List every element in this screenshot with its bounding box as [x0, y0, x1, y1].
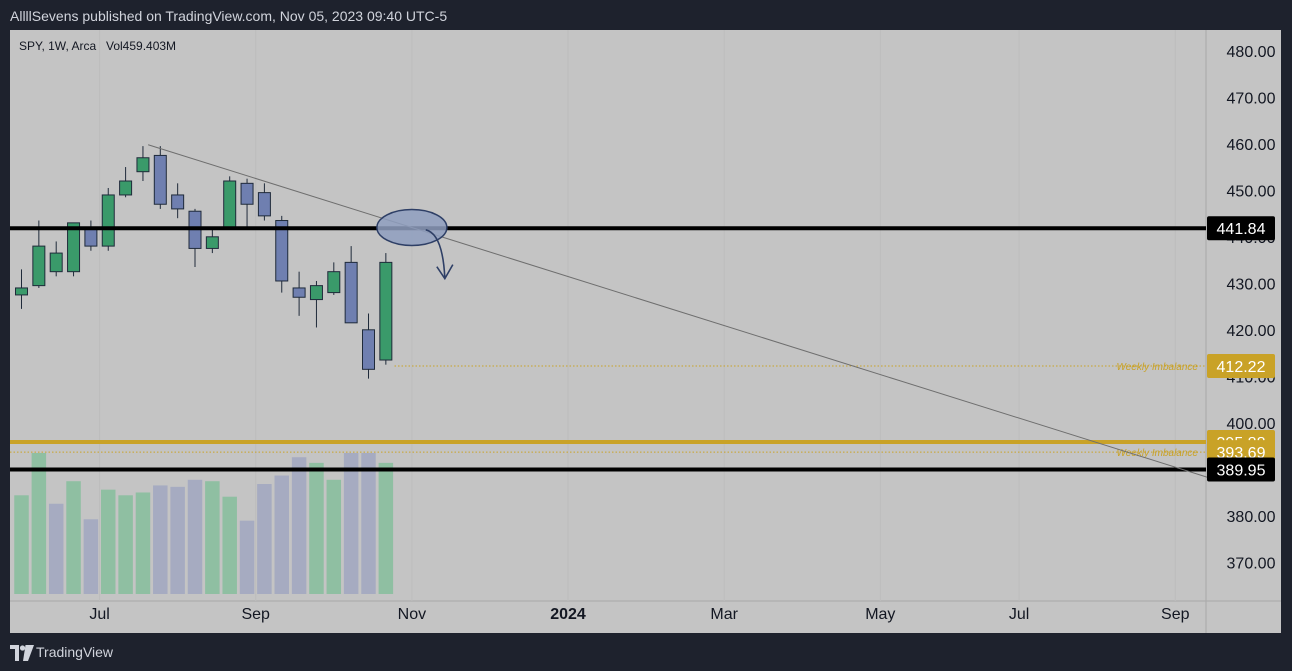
tradingview-logo-icon [10, 645, 34, 661]
candle-body [67, 222, 81, 273]
price-tag-label: 441.84 [1217, 221, 1266, 238]
candle-body [275, 220, 289, 282]
price-tag-label: 389.95 [1217, 463, 1266, 480]
price-tag [1207, 457, 1275, 482]
x-tick-label: Nov [398, 606, 426, 623]
candle-body [101, 194, 115, 247]
price-tag [1207, 216, 1275, 241]
publish-header: AllllSevens published on TradingView.com… [0, 0, 1292, 30]
volume-bar [170, 486, 185, 594]
volume-bar [257, 484, 272, 594]
volume-bar [378, 462, 394, 594]
volume-bar [118, 495, 133, 594]
volume-bar [326, 479, 342, 594]
candle-body [32, 245, 46, 287]
y-tick-label: 430.00 [1227, 276, 1276, 293]
legend-volume: Vol459.403M [106, 39, 176, 53]
projection-arrow [425, 229, 446, 279]
candle-body [379, 261, 393, 361]
x-tick-label: Mar [710, 606, 738, 623]
volume-bar [83, 519, 99, 594]
volume-bar [239, 520, 255, 594]
candle-body [15, 287, 28, 296]
highlight-ellipse [376, 208, 448, 247]
candle-body [292, 287, 306, 298]
y-tick-label: 460.00 [1227, 137, 1276, 154]
x-tick-label: 2024 [550, 606, 586, 623]
candle-body [362, 329, 375, 370]
arrow-head-icon [436, 264, 454, 281]
volume-bar [153, 485, 168, 594]
candle-body [119, 180, 133, 196]
price-tag [1207, 353, 1275, 378]
volume-bar [291, 457, 307, 594]
volume-bar [274, 475, 289, 594]
volume-bar [101, 489, 116, 594]
volume-bar [361, 453, 376, 594]
price-tag-label: 412.22 [1217, 359, 1266, 376]
x-tick-label: May [865, 606, 895, 623]
candle-body [240, 182, 254, 205]
volume-bar [66, 481, 81, 594]
candle-body [84, 227, 98, 247]
y-tick-label: 450.00 [1227, 183, 1276, 200]
y-tick-label: 370.00 [1227, 555, 1276, 572]
volume-bar [343, 453, 359, 594]
volume-bar [48, 503, 64, 594]
volume-bar [135, 492, 151, 594]
y-tick-label: 380.00 [1227, 509, 1276, 526]
legend-symbol: SPY, 1W, Arca [19, 39, 96, 53]
candle-body [327, 271, 341, 294]
y-tick-label: 400.00 [1227, 416, 1276, 433]
y-tick-label: 420.00 [1227, 323, 1276, 340]
volume-bar [31, 453, 47, 594]
footer: TradingView [0, 636, 1292, 671]
y-tick-label: 470.00 [1227, 90, 1276, 107]
x-tick-label: Sep [1161, 606, 1190, 623]
candle-body [153, 154, 167, 205]
price-chart[interactable]: Weekly Imbalance Weekly Imbalance 480.00 4… [10, 30, 1281, 633]
candle-body [344, 261, 358, 324]
level-annotation: Weekly Imbalance [1116, 362, 1198, 373]
x-tick-label: Jul [89, 606, 109, 623]
volume-bar [222, 496, 237, 594]
volume-bar [309, 462, 324, 594]
x-tick-label: Sep [241, 606, 270, 623]
trendline [148, 144, 1212, 480]
candle-body [223, 180, 237, 228]
volume-bar [187, 479, 203, 594]
x-tick-label: Jul [1009, 606, 1029, 623]
footer-brand: TradingView [36, 644, 114, 660]
level-annotation: Weekly Imbalance [1116, 448, 1198, 459]
volume-bar [14, 495, 29, 594]
candle-body [136, 157, 150, 173]
volume-bar [205, 481, 220, 594]
publish-line: AllllSevens published on TradingView.com… [10, 8, 448, 24]
candle-body [171, 194, 185, 210]
y-tick-label: 480.00 [1227, 44, 1276, 61]
candle-body [49, 252, 63, 273]
candle-body [309, 285, 323, 301]
chart-panel[interactable]: Weekly Imbalance Weekly Imbalance 480.00 4… [10, 30, 1281, 633]
candle-body [257, 192, 271, 217]
candle-body [205, 236, 219, 249]
